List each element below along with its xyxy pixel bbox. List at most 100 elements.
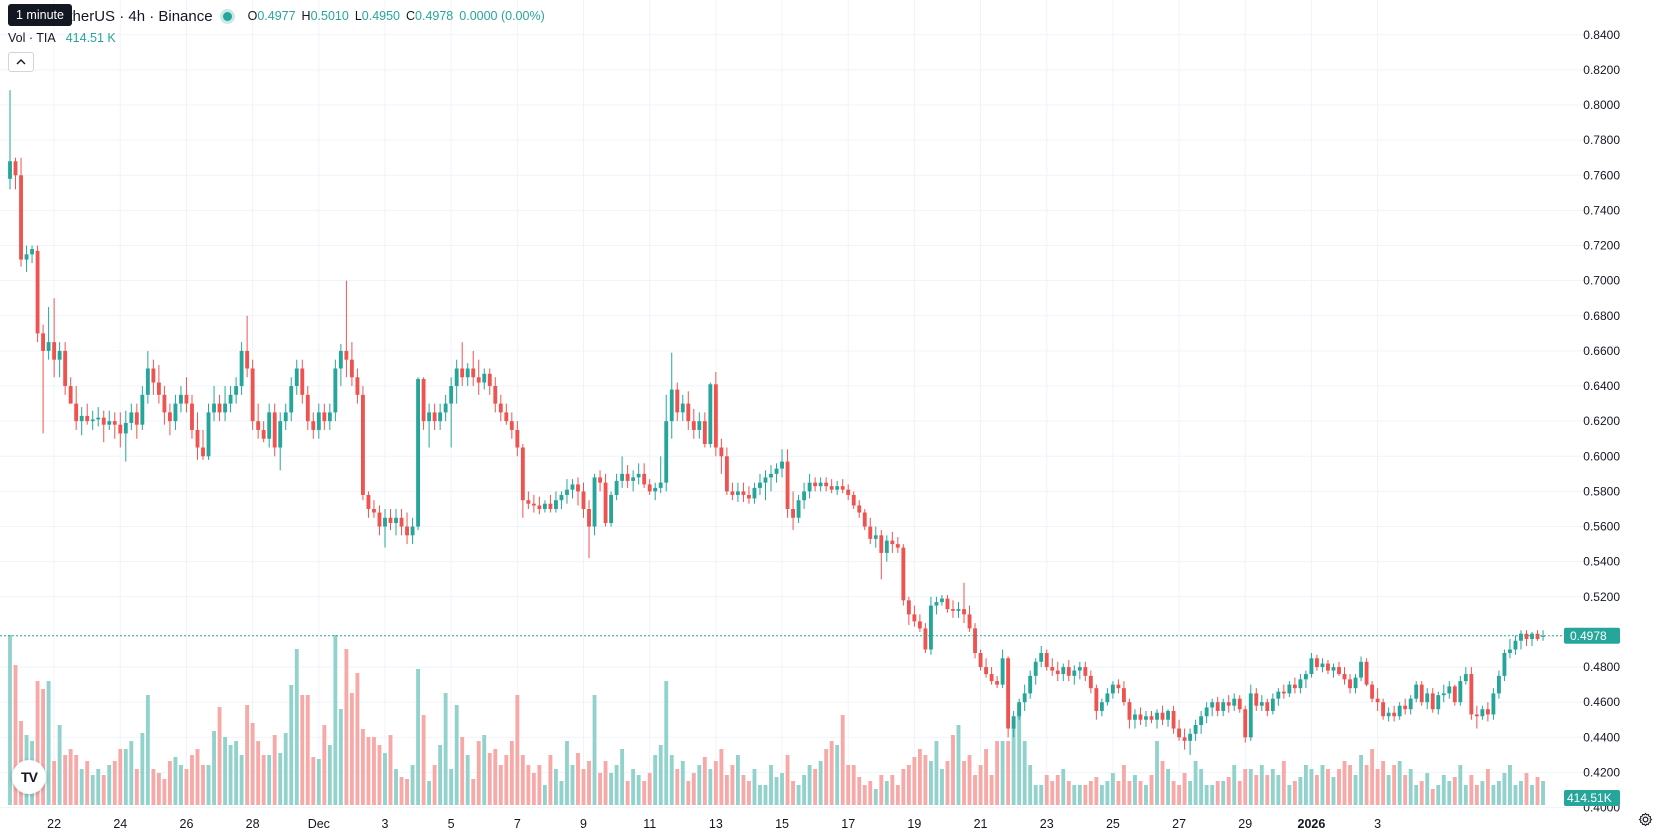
candle[interactable] (1270, 693, 1275, 715)
collapse-legend-button[interactable] (8, 52, 34, 72)
candle[interactable] (697, 412, 702, 439)
candle[interactable] (272, 403, 277, 457)
candle[interactable] (195, 412, 200, 460)
candle[interactable] (962, 582, 966, 624)
candle[interactable] (978, 649, 983, 671)
candle[interactable] (1502, 649, 1507, 682)
candle[interactable] (1485, 702, 1490, 722)
candle[interactable] (780, 449, 784, 478)
candle[interactable] (13, 157, 18, 190)
candle[interactable] (383, 508, 387, 548)
candle[interactable] (438, 403, 443, 430)
candle[interactable] (840, 479, 845, 494)
candle[interactable] (482, 368, 487, 390)
candle[interactable] (129, 403, 134, 430)
candle[interactable] (432, 403, 437, 430)
candle[interactable] (1292, 677, 1297, 694)
candle[interactable] (1414, 681, 1419, 703)
candle[interactable] (228, 386, 233, 413)
candle[interactable] (686, 391, 691, 430)
candle[interactable] (1458, 675, 1463, 706)
gear-icon[interactable] (1637, 812, 1653, 828)
candle[interactable] (945, 595, 950, 613)
candle[interactable] (476, 359, 481, 395)
candle[interactable] (349, 342, 354, 387)
candle[interactable] (537, 496, 542, 515)
candle[interactable] (1425, 688, 1430, 710)
candle[interactable] (879, 530, 884, 580)
candle[interactable] (1524, 630, 1529, 646)
candle[interactable] (344, 280, 349, 378)
candle[interactable] (327, 403, 332, 430)
market-status-icon[interactable] (222, 11, 232, 21)
candle[interactable] (554, 491, 558, 513)
candle[interactable] (824, 477, 829, 492)
candle[interactable] (995, 675, 1000, 689)
candle[interactable] (763, 470, 768, 501)
candle[interactable] (107, 410, 112, 430)
candle[interactable] (873, 526, 878, 548)
candle[interactable] (1022, 684, 1027, 711)
candle[interactable] (1133, 709, 1137, 729)
candle[interactable] (1320, 658, 1325, 673)
candle[interactable] (1199, 710, 1204, 734)
candle[interactable] (179, 386, 183, 413)
candle[interactable] (548, 494, 553, 513)
candle[interactable] (818, 477, 823, 492)
candle[interactable] (851, 491, 856, 509)
candle[interactable] (372, 500, 376, 518)
candle[interactable] (24, 245, 29, 272)
candle[interactable] (416, 377, 421, 531)
candle[interactable] (1331, 663, 1336, 678)
candle[interactable] (234, 377, 239, 404)
candle[interactable] (1039, 645, 1044, 668)
candle[interactable] (1077, 661, 1082, 680)
candle[interactable] (256, 403, 261, 439)
candle[interactable] (421, 377, 426, 430)
candle[interactable] (96, 407, 101, 427)
candle[interactable] (1232, 693, 1237, 711)
candle[interactable] (724, 447, 729, 495)
candle[interactable] (156, 364, 161, 404)
candle[interactable] (206, 403, 211, 460)
candle[interactable] (1160, 705, 1165, 726)
candle[interactable] (1182, 728, 1187, 750)
candle[interactable] (984, 658, 989, 678)
candle[interactable] (1370, 681, 1375, 703)
candle[interactable] (542, 500, 547, 513)
candle[interactable] (576, 477, 580, 506)
candle[interactable] (956, 602, 961, 618)
candle[interactable] (1303, 670, 1308, 689)
candle[interactable] (52, 298, 57, 378)
candle[interactable] (145, 350, 150, 404)
candle[interactable] (807, 473, 812, 499)
candle[interactable] (410, 517, 415, 545)
candle[interactable] (1298, 674, 1303, 694)
candle[interactable] (1254, 688, 1259, 711)
candle[interactable] (1166, 709, 1170, 727)
candle[interactable] (989, 667, 994, 685)
candle[interactable] (658, 456, 663, 494)
candle[interactable] (890, 531, 895, 553)
candle[interactable] (278, 412, 283, 471)
candle[interactable] (846, 484, 851, 501)
candle[interactable] (1072, 665, 1077, 685)
candle[interactable] (791, 491, 795, 531)
candle[interactable] (1403, 698, 1408, 715)
candle[interactable] (1099, 698, 1104, 717)
candle[interactable] (322, 403, 327, 430)
time-axis[interactable]: 22 24 26 28 Dec 3 5 7 9 11 13 15 17 19 21 23 25 27 29 2026 3 (47, 817, 1381, 831)
candle[interactable] (487, 368, 492, 395)
candle[interactable] (1309, 653, 1314, 678)
candle[interactable] (294, 359, 299, 395)
candle[interactable] (454, 359, 459, 404)
candle[interactable] (1287, 681, 1292, 697)
candle[interactable] (1149, 710, 1154, 724)
candle[interactable] (1348, 674, 1352, 694)
candle[interactable] (708, 382, 713, 448)
candle[interactable] (1364, 658, 1369, 687)
candle[interactable] (735, 482, 740, 502)
candle[interactable] (123, 410, 128, 462)
candle[interactable] (184, 377, 189, 413)
